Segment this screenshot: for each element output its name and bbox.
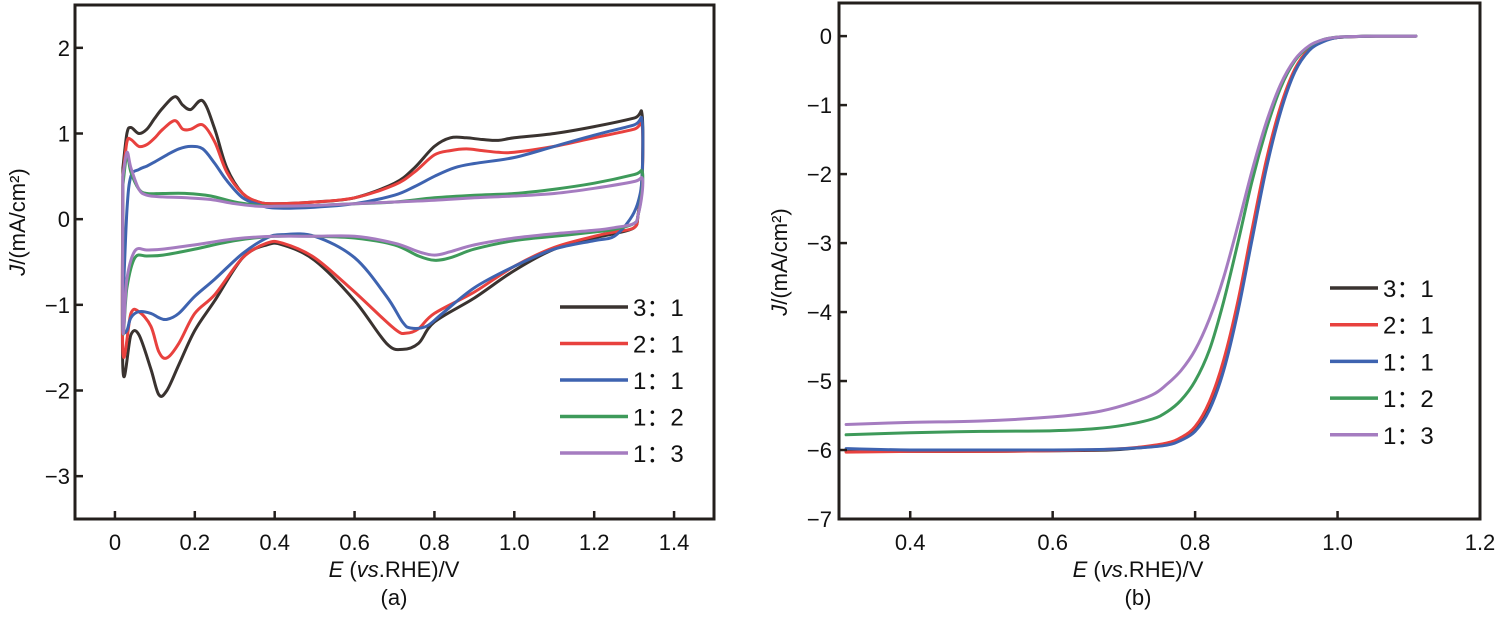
x-label-vs: vs xyxy=(1101,557,1123,582)
y-label-j: J xyxy=(767,304,792,317)
series-line-b-0 xyxy=(844,34,1418,453)
y-tick-label: −2 xyxy=(45,379,70,404)
panel-b-label: (b) xyxy=(1125,585,1152,610)
panel-a-cv-chart: 0 0.2 0.4 0.6 0.8 1.0 1.2 1.4 2 1 0 −1 −2 −3 3：1 2：1 1… xyxy=(5,3,716,610)
x-tick-label: 1.4 xyxy=(659,530,690,555)
y-tick-label: −1 xyxy=(45,293,70,318)
x-tick-label: 1.0 xyxy=(1322,530,1353,555)
legend-label: 2：1 xyxy=(633,332,684,359)
x-label-part: ( xyxy=(1087,557,1101,582)
y-tick-label: 2 xyxy=(58,36,70,61)
x-label-part: .RHE)/V xyxy=(1123,557,1204,582)
legend-label: 3：1 xyxy=(1383,276,1434,303)
series-line-a-1 xyxy=(120,119,645,360)
x-tick-label: 0.6 xyxy=(339,530,370,555)
legend-label: 1：3 xyxy=(1383,423,1434,450)
panel-a-x-ticks: 0 0.2 0.4 0.6 0.8 1.0 1.2 1.4 xyxy=(109,511,690,555)
x-label-e: E xyxy=(329,557,344,582)
legend-label: 1：1 xyxy=(1383,349,1434,376)
x-tick-label: 0.2 xyxy=(180,530,211,555)
panel-a-legend: 3：1 2：1 1：1 1：2 1：3 xyxy=(560,295,684,468)
legend-label: 1：2 xyxy=(633,405,684,432)
panel-b-lsv-chart: 0.4 0.6 0.8 1.0 1.2 0 −1 −2 −3 −4 −5 −6 −7 3：1 2：1 1：… xyxy=(767,1,1495,610)
panel-a-frame xyxy=(73,3,716,521)
y-tick-label: 0 xyxy=(58,207,70,232)
x-tick-label: 0.6 xyxy=(1037,530,1068,555)
panel-a-y-axis-title: J/(mA/cm²) xyxy=(5,168,30,277)
legend-label: 1：2 xyxy=(1383,386,1434,413)
y-tick-label: −4 xyxy=(807,300,832,325)
panel-a-curves xyxy=(120,95,645,398)
x-label-part: .RHE)/V xyxy=(379,557,460,582)
panel-b-y-ticks: 0 −1 −2 −3 −4 −5 −6 −7 xyxy=(807,24,847,532)
series-line-a-4 xyxy=(121,150,645,336)
panel-b-curves xyxy=(844,34,1418,454)
panel-b-legend: 3：1 2：1 1：1 1：2 1：3 xyxy=(1330,276,1434,450)
series-line-b-4 xyxy=(844,34,1418,426)
x-label-e: E xyxy=(1073,557,1088,582)
series-line-a-0 xyxy=(120,95,645,398)
y-label-unit: /(mA/cm²) xyxy=(5,168,30,265)
legend-label: 3：1 xyxy=(633,295,684,322)
y-tick-label: −3 xyxy=(807,231,832,256)
panel-b-x-ticks: 0.4 0.6 0.8 1.0 1.2 xyxy=(895,511,1495,555)
y-tick-label: 1 xyxy=(58,122,70,147)
y-tick-label: −6 xyxy=(807,438,832,463)
y-tick-label: −2 xyxy=(807,162,832,187)
y-tick-label: −3 xyxy=(45,464,70,489)
x-tick-label: 0.4 xyxy=(259,530,290,555)
x-tick-label: 1.2 xyxy=(1465,530,1496,555)
series-line-b-3 xyxy=(844,34,1418,437)
x-tick-label: 1.2 xyxy=(579,530,610,555)
legend-label: 1：1 xyxy=(633,368,684,395)
x-tick-label: 0.4 xyxy=(895,530,926,555)
x-tick-label: 1.0 xyxy=(499,530,530,555)
panel-a-y-ticks: 2 1 0 −1 −2 −3 xyxy=(45,36,83,489)
x-tick-label: 0 xyxy=(109,530,121,555)
y-label-unit: /(mA/cm²) xyxy=(767,208,792,305)
series-line-b-2 xyxy=(844,34,1418,452)
panel-b-x-axis-title: E (vs.RHE)/V xyxy=(1073,557,1204,582)
legend-label: 2：1 xyxy=(1383,313,1434,340)
y-label-j: J xyxy=(5,264,30,277)
y-tick-label: −1 xyxy=(807,93,832,118)
panel-a-label: (a) xyxy=(381,585,408,610)
panel-b-frame xyxy=(837,1,1482,521)
legend-label: 1：3 xyxy=(633,441,684,468)
y-tick-label: −7 xyxy=(807,507,832,532)
y-tick-label: 0 xyxy=(820,24,832,49)
panel-b-y-axis-title: J/(mA/cm²) xyxy=(767,208,792,317)
y-tick-label: −5 xyxy=(807,369,832,394)
series-line-b-1 xyxy=(844,34,1418,454)
x-tick-label: 0.8 xyxy=(1180,530,1211,555)
series-line-a-2 xyxy=(121,115,645,335)
panel-a-x-axis-title: E (vs.RHE)/V xyxy=(329,557,460,582)
x-label-part: ( xyxy=(343,557,357,582)
x-label-vs: vs xyxy=(357,557,379,582)
x-tick-label: 0.8 xyxy=(419,530,450,555)
